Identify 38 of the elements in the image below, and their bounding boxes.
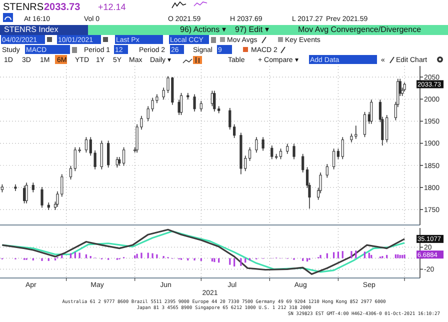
candlestick — [403, 82, 406, 92]
candlestick — [363, 112, 366, 138]
candlestick — [336, 148, 340, 160]
candlestick — [200, 100, 202, 112]
candlestick — [341, 136, 344, 160]
candlestick — [286, 143, 289, 154]
candlestick — [40, 186, 44, 208]
candlestick — [84, 136, 88, 153]
text: 2033.73 — [44, 2, 81, 13]
candlestick — [248, 146, 252, 162]
text: Mov Avg Convergence/Divergence — [298, 25, 422, 34]
candlestick — [326, 164, 328, 178]
text: +12.14 — [98, 2, 126, 12]
candlestick — [32, 182, 34, 193]
candlestick — [122, 146, 126, 166]
candlestick — [180, 92, 183, 116]
candlestick — [74, 146, 76, 172]
candlestick — [69, 165, 72, 180]
candlestick — [193, 94, 196, 112]
candlestick — [370, 99, 373, 124]
text: 97) Edit ▾ — [235, 25, 269, 34]
candlestick — [386, 114, 388, 143]
candlestick — [213, 90, 216, 112]
candlestick — [233, 124, 236, 138]
candlestick — [279, 148, 282, 160]
text: STENRS Index — [4, 25, 58, 34]
candlestick — [255, 136, 258, 153]
candlestick — [332, 148, 336, 170]
candlestick — [302, 153, 304, 173]
candlestick — [270, 145, 274, 160]
text: STENRS — [3, 2, 44, 13]
candlestick — [292, 143, 296, 160]
candlestick — [107, 140, 110, 168]
text: 96) Actions ▾ — [180, 25, 226, 34]
candlestick — [100, 140, 103, 170]
candlestick — [25, 182, 28, 204]
candlestick — [262, 136, 264, 152]
candlestick — [228, 108, 232, 130]
